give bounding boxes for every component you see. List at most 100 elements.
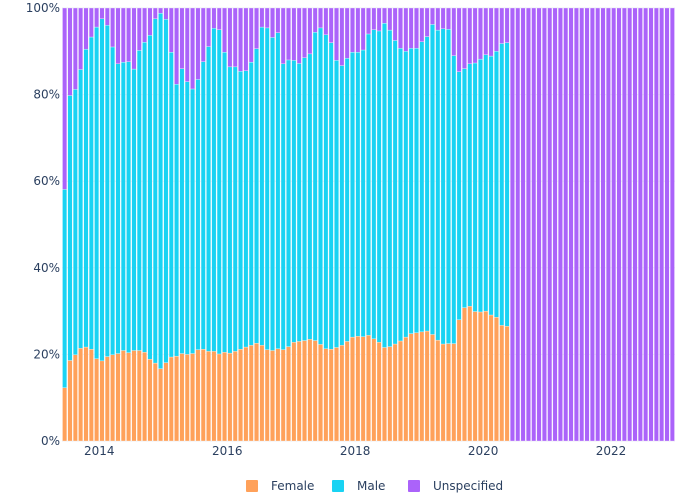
bar-segment-unspecified[interactable] [323,7,329,35]
bar-segment-female[interactable] [200,349,206,442]
bar-segment-male[interactable] [243,70,249,348]
bar-segment-female[interactable] [291,342,297,442]
bar-segment-male[interactable] [238,71,243,350]
bar-segment-male[interactable] [323,34,329,349]
bar-segment-unspecified[interactable] [536,7,542,442]
bar-segment-unspecified[interactable] [184,7,190,82]
bar-segment-unspecified[interactable] [414,7,419,49]
bar-segment-female[interactable] [307,339,313,442]
bar-segment-unspecified[interactable] [94,7,99,28]
bar-segment-male[interactable] [88,36,94,350]
bar-segment-male[interactable] [403,51,409,338]
bar-segment-unspecified[interactable] [360,7,366,51]
bar-segment-unspecified[interactable] [190,7,195,90]
bar-segment-unspecified[interactable] [339,7,345,66]
bar-segment-female[interactable] [360,336,366,442]
bar-segment-female[interactable] [355,336,361,442]
bar-segment-female[interactable] [222,352,227,442]
bar-segment-female[interactable] [302,340,307,442]
bar-segment-unspecified[interactable] [350,7,355,53]
bar-segment-unspecified[interactable] [462,7,467,69]
bar-segment-unspecified[interactable] [115,7,121,65]
bar-segment-male[interactable] [291,60,297,343]
bar-segment-male[interactable] [504,42,510,327]
bar-segment-male[interactable] [382,23,387,348]
bar-segment-unspecified[interactable] [579,7,585,442]
bar-segment-male[interactable] [302,57,307,341]
bar-segment-male[interactable] [307,53,313,340]
bar-segment-female[interactable] [376,342,382,442]
bar-segment-unspecified[interactable] [648,7,654,442]
bar-segment-male[interactable] [152,18,158,364]
bar-segment-female[interactable] [232,351,238,442]
bar-segment-female[interactable] [403,336,409,442]
bar-segment-female[interactable] [152,362,158,442]
bar-segment-female[interactable] [371,338,377,442]
bar-segment-female[interactable] [195,349,201,442]
bar-segment-unspecified[interactable] [328,7,334,43]
bar-segment-unspecified[interactable] [254,7,259,49]
bar-segment-female[interactable] [446,343,451,442]
bar-segment-unspecified[interactable] [318,7,323,29]
bar-segment-male[interactable] [398,48,403,342]
bar-segment-male[interactable] [440,28,446,345]
bar-segment-unspecified[interactable] [200,7,206,62]
bar-segment-female[interactable] [280,349,286,442]
bar-segment-male[interactable] [126,61,131,353]
bar-segment-male[interactable] [200,61,206,350]
bar-segment-male[interactable] [104,25,110,357]
bar-segment-male[interactable] [275,32,281,349]
bar-segment-unspecified[interactable] [243,7,249,71]
bar-segment-male[interactable] [259,26,265,346]
bar-segment-unspecified[interactable] [499,7,505,44]
bar-segment-male[interactable] [462,68,467,308]
bar-segment-unspecified[interactable] [430,7,435,25]
bar-segment-unspecified[interactable] [158,7,163,14]
bar-segment-male[interactable] [467,63,473,307]
bar-segment-unspecified[interactable] [296,7,302,64]
bar-segment-female[interactable] [206,351,211,442]
legend-item-unspecified[interactable]: Unspecified [408,479,503,493]
bar-segment-female[interactable] [451,343,457,442]
bar-segment-male[interactable] [318,27,323,345]
bar-segment-unspecified[interactable] [88,7,94,38]
bar-segment-unspecified[interactable] [654,7,659,442]
bar-segment-male[interactable] [478,58,483,313]
bar-segment-female[interactable] [126,352,131,442]
bar-segment-unspecified[interactable] [590,7,595,442]
bar-segment-female[interactable] [131,350,137,442]
bar-segment-unspecified[interactable] [376,7,382,32]
bar-segment-female[interactable] [120,350,126,442]
bar-segment-male[interactable] [216,29,222,355]
bar-segment-male[interactable] [120,61,126,351]
bar-segment-unspecified[interactable] [312,7,318,33]
bar-segment-female[interactable] [248,345,254,442]
bar-segment-unspecified[interactable] [494,7,499,52]
bar-segment-male[interactable] [110,46,115,355]
bar-segment-male[interactable] [227,66,233,354]
bar-segment-unspecified[interactable] [136,7,142,51]
bar-segment-unspecified[interactable] [552,7,558,442]
bar-segment-female[interactable] [254,342,259,442]
bar-segment-male[interactable] [414,48,419,333]
bar-segment-male[interactable] [168,52,174,358]
bar-segment-unspecified[interactable] [227,7,233,68]
bar-segment-unspecified[interactable] [398,7,403,49]
bar-segment-unspecified[interactable] [558,7,563,442]
bar-segment-female[interactable] [323,348,329,442]
bar-segment-female[interactable] [467,306,473,442]
bar-segment-unspecified[interactable] [366,7,371,35]
bar-segment-female[interactable] [478,311,483,442]
bar-segment-female[interactable] [462,307,467,442]
bar-segment-female[interactable] [499,325,505,442]
bar-segment-male[interactable] [232,66,238,352]
bar-segment-unspecified[interactable] [446,7,451,30]
bar-segment-unspecified[interactable] [440,7,446,29]
bar-segment-unspecified[interactable] [478,7,483,60]
bar-segment-unspecified[interactable] [72,7,78,90]
bar-segment-male[interactable] [472,62,478,312]
bar-segment-unspecified[interactable] [83,7,89,50]
bar-segment-unspecified[interactable] [664,7,670,442]
bar-segment-unspecified[interactable] [344,7,350,59]
bar-segment-unspecified[interactable] [168,7,174,53]
